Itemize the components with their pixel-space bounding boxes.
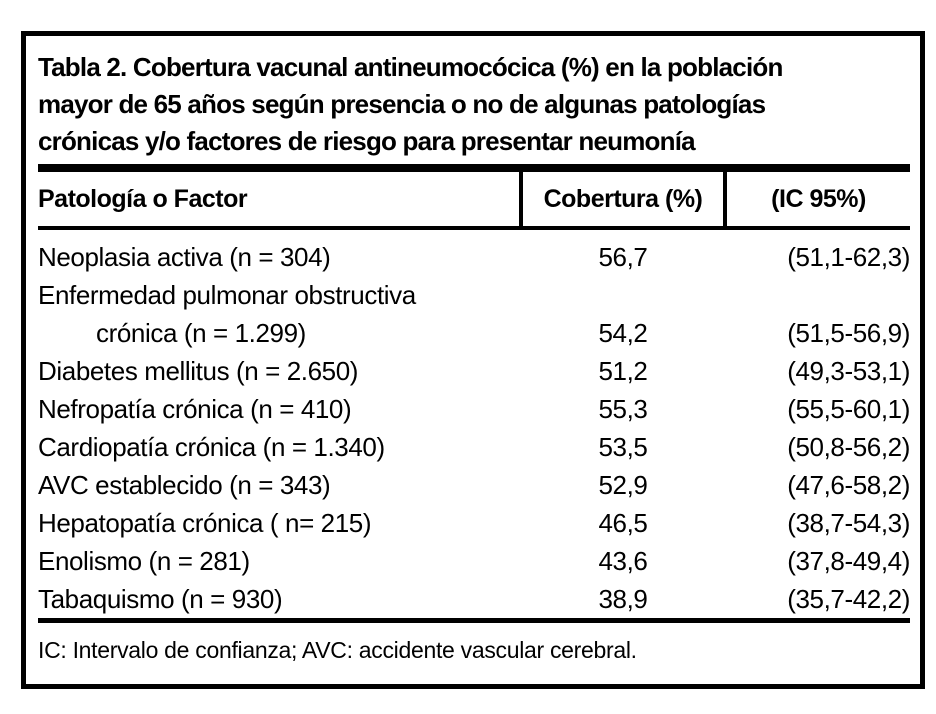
ic-cell: (49,3-53,1) — [787, 356, 910, 386]
ic-cell: (47,6-58,2) — [787, 470, 910, 500]
ic-cell: (51,1-62,3) — [787, 242, 910, 272]
table-row: Nefropatía crónica (n = 410) 55,3 (55,5-… — [38, 390, 910, 428]
table-footnote: IC: Intervalo de confianza; AVC: acciden… — [38, 637, 637, 663]
ic-cell: (38,7-54,3) — [787, 508, 910, 538]
ic-cell: (50,8-56,2) — [787, 432, 910, 462]
ic-cell: (55,5-60,1) — [787, 394, 910, 424]
cobertura-cell: 53,5 — [598, 432, 648, 462]
table-title-line: crónicas y/o factores de riesgo para pre… — [38, 126, 696, 156]
patologia-cell: AVC establecido (n = 343) — [38, 470, 331, 500]
table-row: Enfermedad pulmonar obstructiva — [38, 276, 910, 314]
patologia-cell: Tabaquismo (n = 930) — [38, 584, 283, 614]
table-row: AVC establecido (n = 343) 52,9 (47,6-58,… — [38, 466, 910, 504]
table-frame-content: Tabla 2. Cobertura vacunal antineumocóci… — [26, 36, 920, 665]
ic-cell: (37,8-49,4) — [787, 546, 910, 576]
cobertura-cell: 55,3 — [598, 394, 648, 424]
table-row: Hepatopatía crónica ( n= 215) 46,5 (38,7… — [38, 504, 910, 542]
table-body: Neoplasia activa (n = 304) 56,7 (51,1-62… — [38, 228, 910, 621]
cobertura-cell: 56,7 — [598, 242, 648, 272]
table-row: crónica (n = 1.299) 54,2 (51,5-56,9) — [38, 314, 910, 352]
patologia-cell: Enfermedad pulmonar obstructiva — [38, 280, 416, 310]
patologia-cell: Nefropatía crónica (n = 410) — [38, 394, 352, 424]
table-title: Tabla 2. Cobertura vacunal antineumocóci… — [38, 49, 910, 160]
table-header: Patología o Factor Cobertura (%) (IC 95%… — [38, 168, 910, 230]
table-row: Tabaquismo (n = 930) 38,9 (35,7-42,2) — [38, 580, 910, 621]
cobertura-cell — [521, 276, 725, 314]
patologia-cell: Neoplasia activa (n = 304) — [38, 242, 331, 272]
ic-cell: (35,7-42,2) — [787, 584, 910, 614]
header-row: Patología o Factor Cobertura (%) (IC 95%… — [38, 168, 910, 230]
column-header-cobertura: Cobertura (%) — [519, 168, 725, 230]
table-title-line: Tabla 2. Cobertura vacunal antineumocóci… — [38, 52, 783, 82]
cobertura-cell: 51,2 — [598, 356, 648, 386]
cobertura-cell: 43,6 — [598, 546, 648, 576]
patologia-cell: Diabetes mellitus (n = 2.650) — [38, 356, 359, 386]
patologia-cell: Enolismo (n = 281) — [38, 546, 250, 576]
patologia-cell: Cardiopatía crónica (n = 1.340) — [38, 432, 385, 462]
table-row: Enolismo (n = 281) 43,6 (37,8-49,4) — [38, 542, 910, 580]
coverage-table: Patología o Factor Cobertura (%) (IC 95%… — [38, 164, 910, 623]
table-frame: Tabla 2. Cobertura vacunal antineumocóci… — [21, 31, 925, 689]
ic-cell: (51,5-56,9) — [787, 318, 910, 348]
column-header-ic: (IC 95%) — [723, 168, 910, 230]
patologia-cell: Hepatopatía crónica ( n= 215) — [38, 508, 372, 538]
table-title-line: mayor de 65 años según presencia o no de… — [38, 89, 766, 119]
table-row: Cardiopatía crónica (n = 1.340) 53,5 (50… — [38, 428, 910, 466]
patologia-cell: crónica (n = 1.299) — [96, 318, 306, 348]
cobertura-cell: 52,9 — [598, 470, 648, 500]
cobertura-cell: 38,9 — [598, 584, 648, 614]
table-row: Neoplasia activa (n = 304) 56,7 (51,1-62… — [38, 228, 910, 276]
column-header-patologia: Patología o Factor — [38, 168, 521, 230]
cobertura-cell: 54,2 — [598, 318, 648, 348]
ic-cell — [725, 276, 910, 314]
cobertura-cell: 46,5 — [598, 508, 648, 538]
table-row: Diabetes mellitus (n = 2.650) 51,2 (49,3… — [38, 352, 910, 390]
